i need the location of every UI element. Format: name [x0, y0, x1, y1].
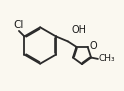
Text: Cl: Cl [13, 20, 24, 30]
Text: CH₃: CH₃ [98, 54, 115, 63]
Text: OH: OH [71, 25, 86, 35]
Text: O: O [89, 41, 97, 51]
